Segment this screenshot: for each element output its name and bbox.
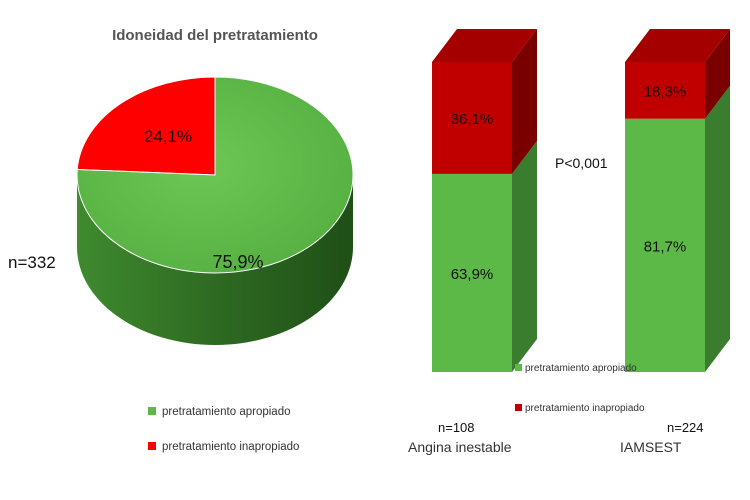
bar-iamsest-inapropiado — [625, 62, 705, 119]
bar-n-label-angina: n=108 — [438, 420, 475, 435]
pie-legend-label-inapropiado: pretratamiento inapropiado — [162, 441, 299, 453]
bar-iamsest-apropiado — [625, 118, 705, 372]
bar-iamsest-top — [625, 29, 730, 62]
bar-chart: 63,9% 36,1% 81,7% 18,3% P<0,001 pretratamie… — [408, 29, 730, 455]
bar-legend: pretratamiento apropiado pretratamiento … — [515, 363, 645, 414]
p-value-annotation: P<0,001 — [555, 155, 608, 171]
bar-angina-inapropiado — [432, 62, 512, 174]
bar-legend-label-apropiado: pretratamiento apropiado — [525, 363, 637, 374]
bar-iamsest-apropiado-side — [705, 85, 730, 372]
bar-marks: 63,9% 36,1% 81,7% 18,3% — [432, 29, 730, 372]
bar-angina-apropiado — [432, 173, 512, 372]
bar-label-iamsest-inapropiado: 18,3% — [644, 83, 687, 100]
pie-slice-apropiado — [76, 76, 354, 274]
bar-angina-top — [432, 29, 537, 62]
bar-category-angina: Angina inestable — [408, 439, 512, 455]
bar-legend-swatch-apropiado — [515, 364, 522, 371]
bar-legend-swatch-inapropiado — [515, 404, 522, 411]
pie-n-label: n=332 — [8, 253, 56, 272]
pie-legend-swatch-apropiado — [148, 407, 156, 415]
pie-slice-inapropiado — [76, 76, 216, 176]
pie-chart: Idoneidad del pretratamiento 24,1%75,9% … — [8, 27, 354, 453]
pie-legend: pretratamiento apropiado pretratamiento … — [148, 406, 299, 453]
bar-iamsest-inapropiado-side — [705, 29, 730, 119]
bar-legend-label-inapropiado: pretratamiento inapropiado — [525, 403, 645, 414]
bar-angina-inapropiado-side — [512, 29, 537, 174]
bar-label-angina-apropiado: 63,9% — [451, 266, 494, 283]
bar-category-iamsest: IAMSEST — [620, 439, 682, 455]
pie-title: Idoneidad del pretratamiento — [112, 27, 318, 44]
bar-label-iamsest-apropiado: 81,7% — [644, 238, 687, 255]
pie-legend-label-apropiado: pretratamiento apropiado — [162, 406, 291, 418]
pie-side-wall — [77, 175, 353, 345]
bar-angina-apropiado-side — [512, 140, 537, 372]
pie-label-inapropiado: 24,1% — [144, 127, 192, 146]
pie-legend-swatch-inapropiado — [148, 442, 156, 450]
pie-label-apropiado: 75,9% — [212, 252, 263, 272]
pie-marks: 24,1% 75,9% — [76, 76, 354, 345]
bar-label-angina-inapropiado: 36,1% — [451, 111, 494, 128]
bar-n-label-iamsest: n=224 — [667, 420, 704, 435]
